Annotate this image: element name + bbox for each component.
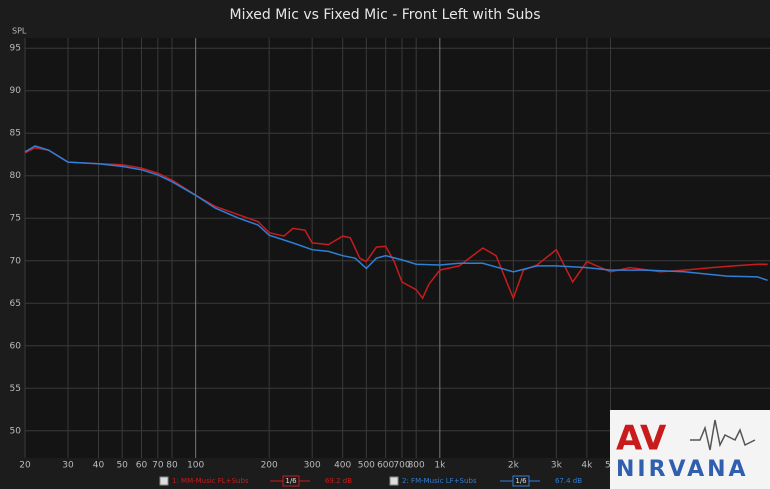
y-tick-label: 95 (10, 44, 21, 54)
x-tick-label: 60 (136, 461, 148, 471)
legend-smoothing: 1/6 (285, 477, 297, 485)
y-tick-label: 60 (10, 341, 22, 351)
y-tick-label: 80 (10, 171, 22, 181)
legend-smoothing: 1/6 (515, 477, 527, 485)
series-line (24, 146, 768, 301)
legend-checkbox (389, 476, 399, 486)
x-tick-label: 400 (334, 461, 351, 471)
chart-title: Mixed Mic vs Fixed Mic - Front Left with… (229, 7, 540, 23)
y-tick-label: 90 (10, 86, 22, 96)
watermark-top: AV (616, 419, 667, 459)
y-tick-label: 50 (10, 426, 22, 436)
y-tick-label: 55 (10, 384, 21, 394)
watermark-bottom: NIRVANA (616, 457, 749, 482)
x-tick-label: 40 (93, 461, 105, 471)
x-tick-label: 500 (358, 461, 375, 471)
y-tick-label: 70 (10, 256, 22, 266)
watermark-box (610, 410, 770, 489)
y-tick-label: 85 (10, 129, 21, 139)
legend-smoothing-box (282, 475, 300, 487)
x-tick-label: 100 (187, 461, 204, 471)
y-tick-label: 65 (10, 299, 21, 309)
series-line (24, 145, 768, 282)
x-tick-label: 700 (393, 461, 410, 471)
y-tick-label: 75 (10, 214, 21, 224)
x-tick-label: 80 (166, 461, 178, 471)
x-tick-label: 600 (377, 461, 394, 471)
watermark: AV NIRVANA (610, 410, 770, 489)
x-tick-label: 50 (116, 461, 128, 471)
x-tick-label: 3k (551, 461, 563, 471)
legend-smoothing-box (512, 475, 530, 487)
x-tick-label: 2k (508, 461, 520, 471)
legend-checkbox (159, 476, 169, 486)
x-tick-label: 30 (62, 461, 74, 471)
x-tick-label: 20 (19, 461, 31, 471)
y-axis-label: SPL (12, 27, 27, 36)
legend-level: 67.4 dB (555, 477, 582, 485)
legend-level: 69.2 dB (325, 477, 352, 485)
legend-label: 1: MM-Music FL+Subs (172, 477, 249, 485)
x-tick-label: 200 (261, 461, 278, 471)
watermark-wave (690, 419, 756, 451)
x-tick-label: 4k (581, 461, 593, 471)
x-tick-label: 300 (304, 461, 321, 471)
x-tick-label: 1k (434, 461, 446, 471)
legend-label: 2: FM-Music LF+Subs (402, 477, 477, 485)
plot-area (25, 38, 770, 458)
x-tick-label: 70 (152, 461, 164, 471)
x-tick-label: 800 (408, 461, 425, 471)
